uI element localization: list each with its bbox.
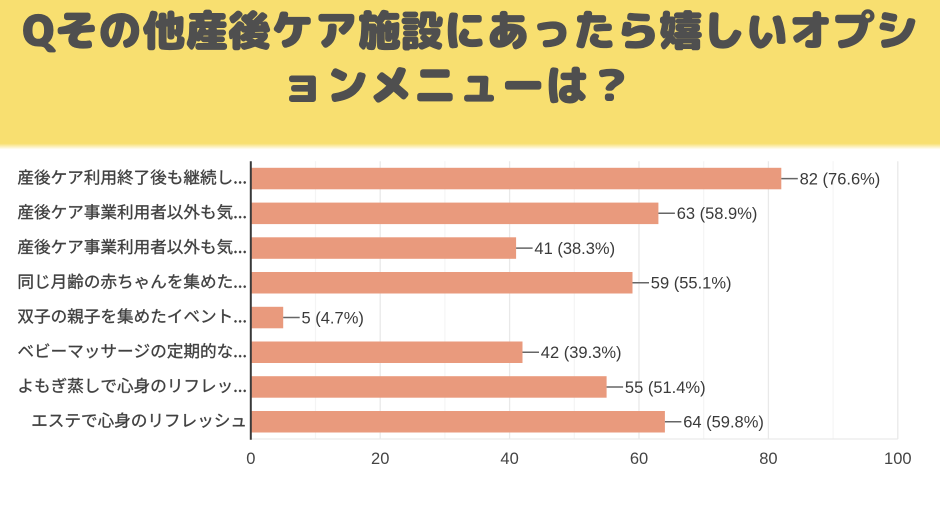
svg-text:60: 60 xyxy=(630,450,648,468)
svg-text:55 (51.4%): 55 (51.4%) xyxy=(625,379,706,397)
svg-text:42 (39.3%): 42 (39.3%) xyxy=(541,344,622,362)
svg-text:100: 100 xyxy=(884,450,912,468)
svg-text:63 (58.9%): 63 (58.9%) xyxy=(677,205,758,223)
svg-text:64 (59.8%): 64 (59.8%) xyxy=(683,414,764,432)
svg-text:20: 20 xyxy=(371,450,389,468)
svg-text:41 (38.3%): 41 (38.3%) xyxy=(534,240,615,258)
svg-text:59 (55.1%): 59 (55.1%) xyxy=(651,275,732,293)
svg-text:80: 80 xyxy=(759,450,777,468)
svg-text:0: 0 xyxy=(246,450,255,468)
svg-text:5 (4.7%): 5 (4.7%) xyxy=(302,309,364,327)
svg-text:40: 40 xyxy=(500,450,518,468)
svg-text:82 (76.6%): 82 (76.6%) xyxy=(800,171,881,189)
